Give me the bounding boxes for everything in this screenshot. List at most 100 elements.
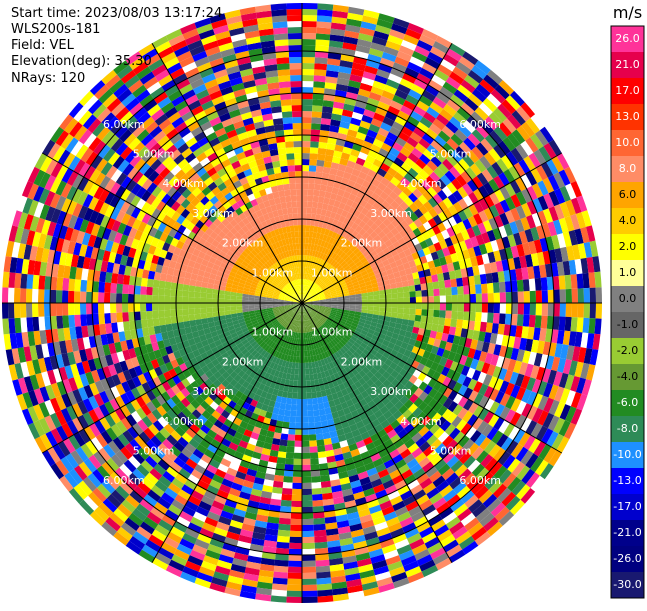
- velocity-gate: [302, 153, 310, 159]
- velocity-gate: [122, 294, 128, 303]
- velocity-gate: [368, 299, 374, 303]
- velocity-gate: [302, 129, 311, 135]
- velocity-gate: [302, 465, 311, 471]
- velocity-gate: [284, 410, 291, 417]
- velocity-gate: [122, 284, 129, 294]
- velocity-gate: [189, 279, 196, 286]
- velocity-gate: [438, 317, 445, 325]
- velocity-gate: [302, 363, 306, 369]
- velocity-gate: [518, 303, 524, 315]
- velocity-gate: [286, 398, 292, 405]
- velocity-gate: [320, 415, 327, 422]
- velocity-gate: [200, 308, 206, 314]
- velocity-gate: [302, 225, 306, 231]
- velocity-gate: [316, 33, 330, 40]
- velocity-gate: [295, 423, 302, 429]
- velocity-gate: [189, 320, 196, 327]
- velocity-gate: [206, 303, 212, 308]
- velocity-gate: [427, 310, 434, 317]
- velocity-gate: [200, 292, 206, 298]
- velocity-gate: [408, 279, 415, 286]
- velocity-gate: [316, 39, 330, 46]
- velocity-gate: [310, 147, 318, 154]
- velocity-gate: [409, 309, 415, 315]
- velocity-gate: [317, 589, 333, 596]
- velocity-gate: [316, 566, 330, 573]
- velocity-gate: [432, 281, 439, 289]
- velocity-gate: [8, 318, 15, 334]
- velocity-gate: [302, 579, 317, 585]
- velocity-gate: [307, 195, 313, 202]
- velocity-gate: [560, 303, 566, 317]
- velocity-gate: [62, 290, 68, 303]
- velocity-gate: [8, 303, 14, 318]
- velocity-gate: [285, 458, 294, 465]
- velocity-gate: [44, 303, 50, 317]
- velocity-gate: [474, 321, 481, 331]
- velocity-gate: [566, 303, 572, 317]
- velocity-gate: [403, 308, 410, 314]
- velocity-gate: [302, 387, 307, 393]
- velocity-gate: [518, 291, 524, 303]
- velocity-gate: [297, 387, 302, 393]
- velocity-gate: [302, 9, 317, 15]
- velocity-gate: [309, 440, 317, 447]
- velocity-gate: [307, 393, 312, 399]
- velocity-gate: [86, 292, 92, 303]
- velocity-gate: [68, 315, 75, 328]
- velocity-gate: [302, 51, 315, 57]
- velocity-gate: [302, 417, 308, 423]
- velocity-gate: [14, 288, 20, 303]
- velocity-gate: [308, 416, 315, 422]
- velocity-gate: [386, 298, 392, 303]
- velocity-gate: [182, 297, 188, 303]
- velocity-gate: [32, 289, 38, 303]
- velocity-gate: [302, 63, 315, 69]
- velocity-gate: [286, 597, 302, 603]
- velocity-gate: [397, 313, 404, 319]
- velocity-gate: [312, 202, 318, 209]
- velocity-gate: [26, 303, 32, 317]
- velocity-gate: [302, 441, 310, 447]
- velocity-gate: [312, 494, 323, 501]
- velocity-gate: [8, 272, 15, 288]
- velocity-gate: [416, 303, 422, 309]
- velocity-gate: [26, 274, 33, 289]
- velocity-gate: [318, 451, 327, 458]
- velocity-gate: [554, 290, 560, 304]
- velocity-gate: [438, 281, 445, 289]
- velocity-gate: [283, 416, 290, 423]
- velocity-gate: [368, 303, 374, 307]
- velocity-gate: [494, 303, 500, 313]
- velocity-gate: [415, 309, 421, 316]
- velocity-gate: [152, 303, 158, 311]
- velocity-gate: [374, 295, 380, 299]
- velocity-gate: [446, 303, 452, 311]
- velocity-gate: [271, 589, 287, 596]
- velocity-gate: [195, 314, 202, 320]
- velocity-gate: [146, 311, 153, 319]
- velocity-gate: [482, 293, 488, 303]
- velocity-gate: [188, 291, 194, 297]
- velocity-gate: [320, 475, 330, 482]
- velocity-gate: [86, 303, 92, 314]
- velocity-gate: [290, 519, 302, 525]
- velocity-gate: [183, 284, 190, 291]
- velocity-gate: [311, 208, 317, 215]
- velocity-gate: [152, 287, 159, 295]
- velocity-gate: [140, 295, 146, 304]
- velocity-gate: [153, 318, 160, 326]
- velocity-gate: [391, 312, 398, 318]
- velocity-gate: [2, 272, 9, 288]
- velocity-gate: [279, 445, 287, 452]
- velocity-gate: [386, 294, 392, 299]
- velocity-gate: [302, 369, 306, 375]
- velocity-gate: [50, 303, 56, 316]
- velocity-gate: [306, 219, 311, 225]
- velocity-gate: [302, 561, 316, 567]
- velocity-gate: [317, 445, 325, 452]
- velocity-gate: [433, 289, 440, 297]
- velocity-gate: [314, 184, 321, 191]
- velocity-gate: [182, 309, 188, 316]
